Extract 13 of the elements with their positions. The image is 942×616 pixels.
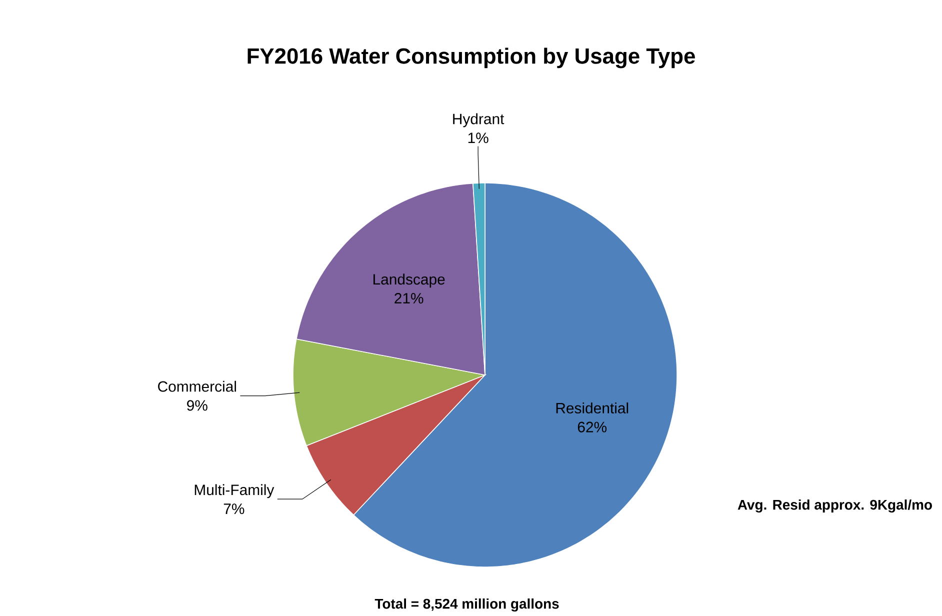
text: Avg. Resid approx. 9Kgal/mo bbox=[738, 499, 932, 513]
slice-label: Hydrant bbox=[453, 113, 504, 128]
data-label: 62% bbox=[578, 422, 607, 432]
data-label: 21% bbox=[394, 292, 424, 304]
data-label: 7% bbox=[224, 504, 244, 514]
data-label: 1% bbox=[468, 132, 488, 144]
slice-label: Landscape bbox=[373, 274, 445, 288]
text: Total = 8,524 million gallons bbox=[374, 598, 559, 612]
slice-label: Commercial bbox=[158, 380, 236, 392]
chart-title: FY2016 Water Consumption by Usage Type bbox=[248, 48, 695, 68]
slice-label: Multi-Family bbox=[194, 484, 274, 498]
slice-label: Residential bbox=[556, 402, 628, 414]
data-label: 9% bbox=[187, 400, 208, 411]
